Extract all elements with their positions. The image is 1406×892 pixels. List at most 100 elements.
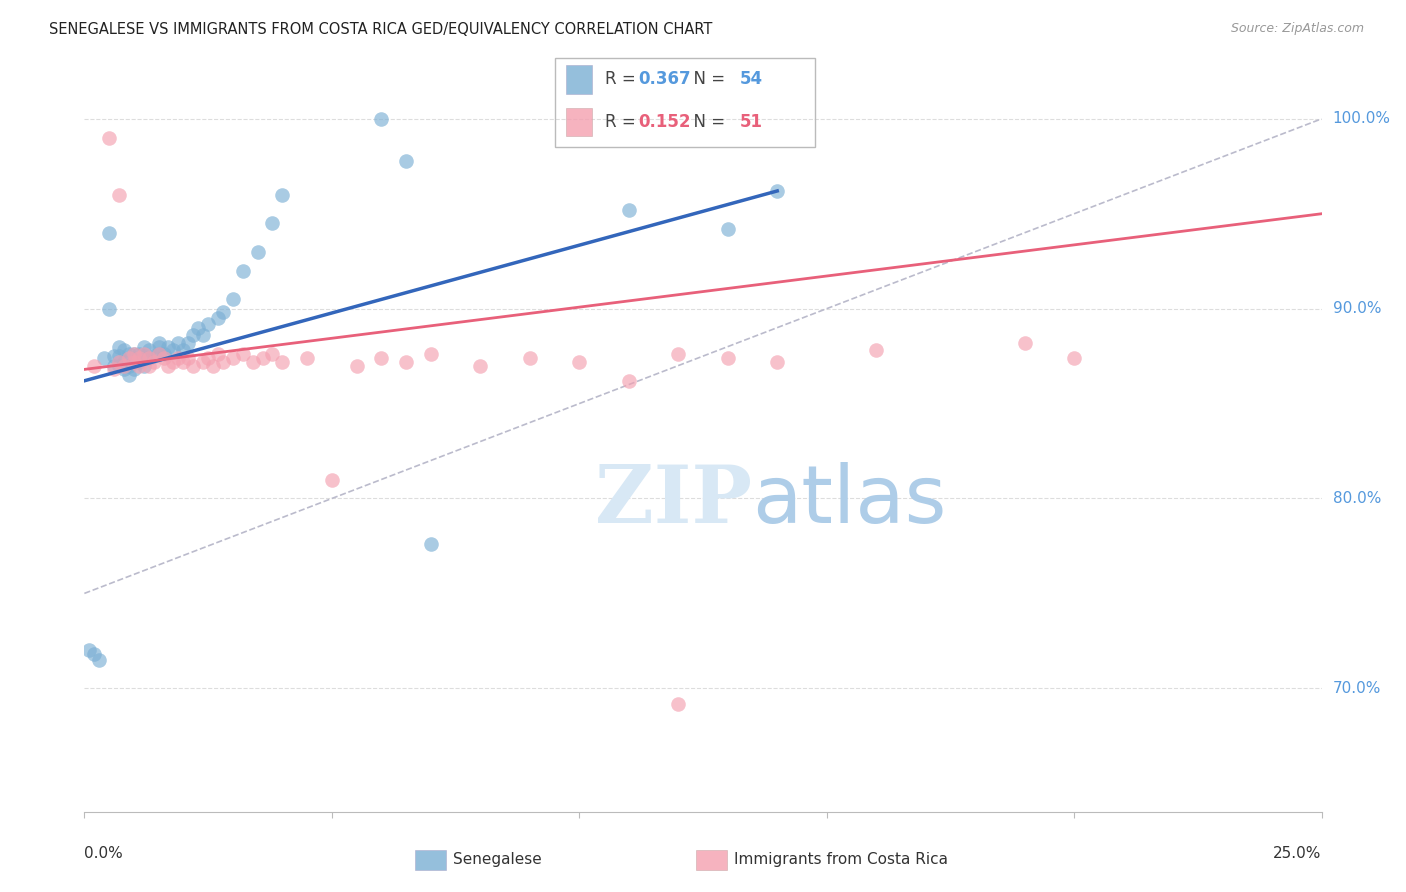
Point xyxy=(181,359,204,373)
Text: R =: R = xyxy=(605,70,641,88)
Point xyxy=(395,355,418,369)
Point xyxy=(83,647,105,661)
Point xyxy=(197,317,219,331)
Text: Source: ZipAtlas.com: Source: ZipAtlas.com xyxy=(1230,22,1364,36)
Point xyxy=(222,351,245,365)
Point xyxy=(148,340,170,354)
Point xyxy=(187,320,209,334)
Point xyxy=(370,351,392,365)
Point xyxy=(666,347,689,361)
Point xyxy=(295,351,318,365)
Point xyxy=(207,347,229,361)
Point xyxy=(766,355,789,369)
Point xyxy=(98,130,121,145)
Point xyxy=(157,359,180,373)
Text: ZIP: ZIP xyxy=(596,462,752,540)
Point xyxy=(177,335,200,350)
Point xyxy=(142,355,165,369)
Point xyxy=(148,335,170,350)
Point xyxy=(142,349,165,363)
Point xyxy=(118,368,141,383)
Point xyxy=(132,359,155,373)
Text: 0.0%: 0.0% xyxy=(84,846,124,861)
Point xyxy=(108,187,131,202)
Point xyxy=(98,226,121,240)
Text: 70.0%: 70.0% xyxy=(1333,681,1381,696)
Point xyxy=(222,292,245,306)
Point xyxy=(207,311,229,326)
Point xyxy=(271,355,294,369)
Point xyxy=(112,362,135,376)
Point xyxy=(252,351,274,365)
Point xyxy=(717,222,740,236)
Point xyxy=(138,351,160,365)
Text: 100.0%: 100.0% xyxy=(1333,112,1391,127)
Point xyxy=(262,347,284,361)
Point xyxy=(172,355,194,369)
Point xyxy=(108,359,131,373)
Text: 80.0%: 80.0% xyxy=(1333,491,1381,506)
Point xyxy=(93,351,115,365)
Point xyxy=(108,355,131,369)
Point xyxy=(242,355,264,369)
Point xyxy=(132,347,155,361)
Point xyxy=(865,343,887,358)
Point xyxy=(212,355,235,369)
Point xyxy=(370,112,392,126)
Point xyxy=(108,340,131,354)
Point xyxy=(162,355,184,369)
Point xyxy=(148,347,170,361)
Text: N =: N = xyxy=(683,113,730,131)
Point xyxy=(83,359,105,373)
Text: 0.367: 0.367 xyxy=(638,70,692,88)
Point xyxy=(138,343,160,358)
FancyBboxPatch shape xyxy=(565,108,592,136)
Point xyxy=(89,653,111,667)
Text: 0.152: 0.152 xyxy=(638,113,692,131)
Point xyxy=(262,216,284,230)
Point xyxy=(419,347,441,361)
Point xyxy=(470,359,492,373)
Point xyxy=(98,301,121,316)
Point xyxy=(321,473,343,487)
Point xyxy=(112,355,135,369)
Point xyxy=(122,355,145,369)
Point xyxy=(232,263,254,277)
Point xyxy=(138,359,160,373)
Point xyxy=(122,355,145,369)
Point xyxy=(122,347,145,361)
Point xyxy=(191,328,214,343)
Point xyxy=(232,347,254,361)
Point xyxy=(202,359,225,373)
Point xyxy=(128,355,150,369)
Text: Senegalese: Senegalese xyxy=(453,853,541,867)
Point xyxy=(103,359,125,373)
Point xyxy=(108,349,131,363)
Point xyxy=(167,351,190,365)
Point xyxy=(167,335,190,350)
Point xyxy=(132,349,155,363)
Point xyxy=(103,362,125,376)
Point xyxy=(162,343,184,358)
Point xyxy=(128,359,150,373)
Point xyxy=(1014,335,1036,350)
Text: 90.0%: 90.0% xyxy=(1333,301,1381,316)
Point xyxy=(666,697,689,711)
Point xyxy=(118,359,141,373)
Text: 51: 51 xyxy=(740,113,763,131)
Point xyxy=(568,355,591,369)
Point xyxy=(112,359,135,373)
FancyBboxPatch shape xyxy=(565,65,592,94)
Point xyxy=(138,351,160,365)
Text: 54: 54 xyxy=(740,70,763,88)
Point xyxy=(519,351,541,365)
Point xyxy=(157,340,180,354)
Point xyxy=(246,244,269,259)
Point xyxy=(148,347,170,361)
Point xyxy=(152,351,174,365)
Point xyxy=(181,328,204,343)
Point xyxy=(717,351,740,365)
Point xyxy=(346,359,368,373)
Text: SENEGALESE VS IMMIGRANTS FROM COSTA RICA GED/EQUIVALENCY CORRELATION CHART: SENEGALESE VS IMMIGRANTS FROM COSTA RICA… xyxy=(49,22,713,37)
Point xyxy=(118,347,141,361)
